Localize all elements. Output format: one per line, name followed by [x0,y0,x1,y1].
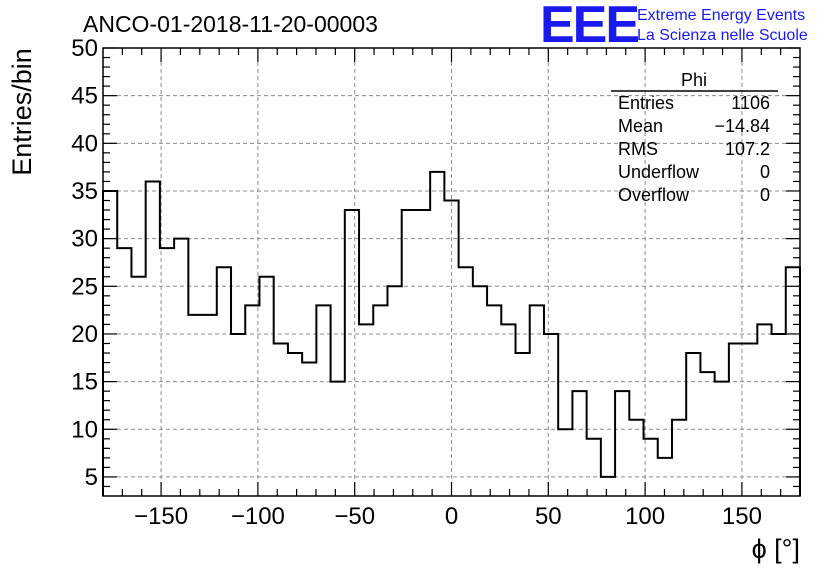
x-tick-label: −100 [231,503,285,530]
stats-value: −14.84 [714,116,770,136]
histogram-bin [387,286,401,496]
stats-rows: Entries 1106 Mean −14.84 RMS 107.2 Underflow 0 O… [618,93,770,205]
histogram-bin [629,420,643,496]
histogram-bin [572,391,586,496]
histogram-bin [146,181,160,496]
histogram-bin [131,277,145,496]
histogram-bin [316,305,330,496]
stats-label: RMS [618,139,658,159]
y-tick-label: 10 [71,416,98,443]
stats-title: Phi [681,70,707,90]
x-tick-label: 150 [722,503,762,530]
stats-label: Mean [618,116,663,136]
stats-value: 0 [760,185,770,205]
stats-value: 1106 [731,93,770,113]
stats-label: Entries [618,93,674,113]
y-tick-label: 35 [71,178,98,205]
histogram-bin [302,363,316,496]
histogram-bin [402,210,416,496]
histogram-bin [672,420,686,496]
histogram-bin [459,267,473,496]
histogram-bin [345,210,359,496]
histogram-bin [288,353,302,496]
stats-label: Underflow [618,162,700,182]
axis-ticks [103,47,800,496]
histogram-bin [117,248,131,496]
histogram-bin [331,382,345,496]
histogram-bin [487,305,501,496]
y-tick-labels: 5 10 15 20 25 30 35 40 45 50 [71,35,98,491]
logo-line-1: Extreme Energy Events [637,7,805,24]
stats-value: 0 [760,162,770,182]
histogram-bin [743,343,757,496]
y-tick-label: 25 [71,273,98,300]
y-tick-label: 5 [85,464,98,491]
stats-box: Phi Entries 1106 Mean −14.84 RMS 107.2 Underfl… [611,70,778,205]
histogram-bin [231,334,245,496]
histogram-bin [188,315,202,496]
histogram-outline [102,170,801,496]
histogram-bin [444,201,458,496]
y-tick-label: 15 [71,369,98,396]
histogram-bin [715,382,729,496]
histogram-bin [757,324,771,496]
logo-line-2: La Scienza nelle Scuole [637,27,808,44]
grid-lines [103,47,800,496]
histogram-bin [516,353,530,496]
histogram-bin [416,210,430,496]
histogram-series [102,170,801,496]
histogram-bin [601,477,615,496]
histogram-bin [430,172,444,496]
x-tick-label: 50 [535,503,562,530]
histogram-bin [359,324,373,496]
chart-title: ANCO-01-2018-11-20-00003 [83,11,378,37]
histogram-bin [274,343,288,496]
x-tick-labels: −150 −100 −50 0 50 100 150 [134,503,762,530]
histogram-bin [373,305,387,496]
histogram-bin [501,324,515,496]
histogram-bin [203,315,217,496]
histogram-bin [530,305,544,496]
histogram-bin [772,334,786,496]
y-tick-label: 50 [71,35,98,62]
x-tick-label: −50 [334,503,375,530]
histogram-bin [615,391,629,496]
stats-value: 107.2 [725,139,770,159]
stats-label: Overflow [618,185,690,205]
histogram-bin [259,277,273,496]
x-tick-label: −150 [134,503,188,530]
eee-logo-mark: EEE [540,0,638,54]
eee-logo: EEE Extreme Energy Events La Scienza nel… [540,0,808,54]
y-tick-label: 20 [71,321,98,348]
x-tick-label: 0 [445,503,458,530]
y-tick-label: 40 [71,130,98,157]
y-tick-label: 45 [71,83,98,110]
y-tick-label: 30 [71,226,98,253]
histogram-bin [587,439,601,496]
histogram-bin [473,286,487,496]
histogram-bin [217,267,231,496]
histogram-bin [558,429,572,496]
x-tick-label: 100 [625,503,665,530]
histogram-bin [245,305,259,496]
histogram-bin [729,343,743,496]
histogram-bin [686,353,700,496]
histogram-bin [700,372,714,496]
histogram-bin [544,334,558,496]
x-axis-label: ϕ [°] [752,534,800,564]
histogram-bin [160,248,174,496]
y-axis-label: Entries/bin [7,48,37,176]
histogram-bin [174,239,188,496]
